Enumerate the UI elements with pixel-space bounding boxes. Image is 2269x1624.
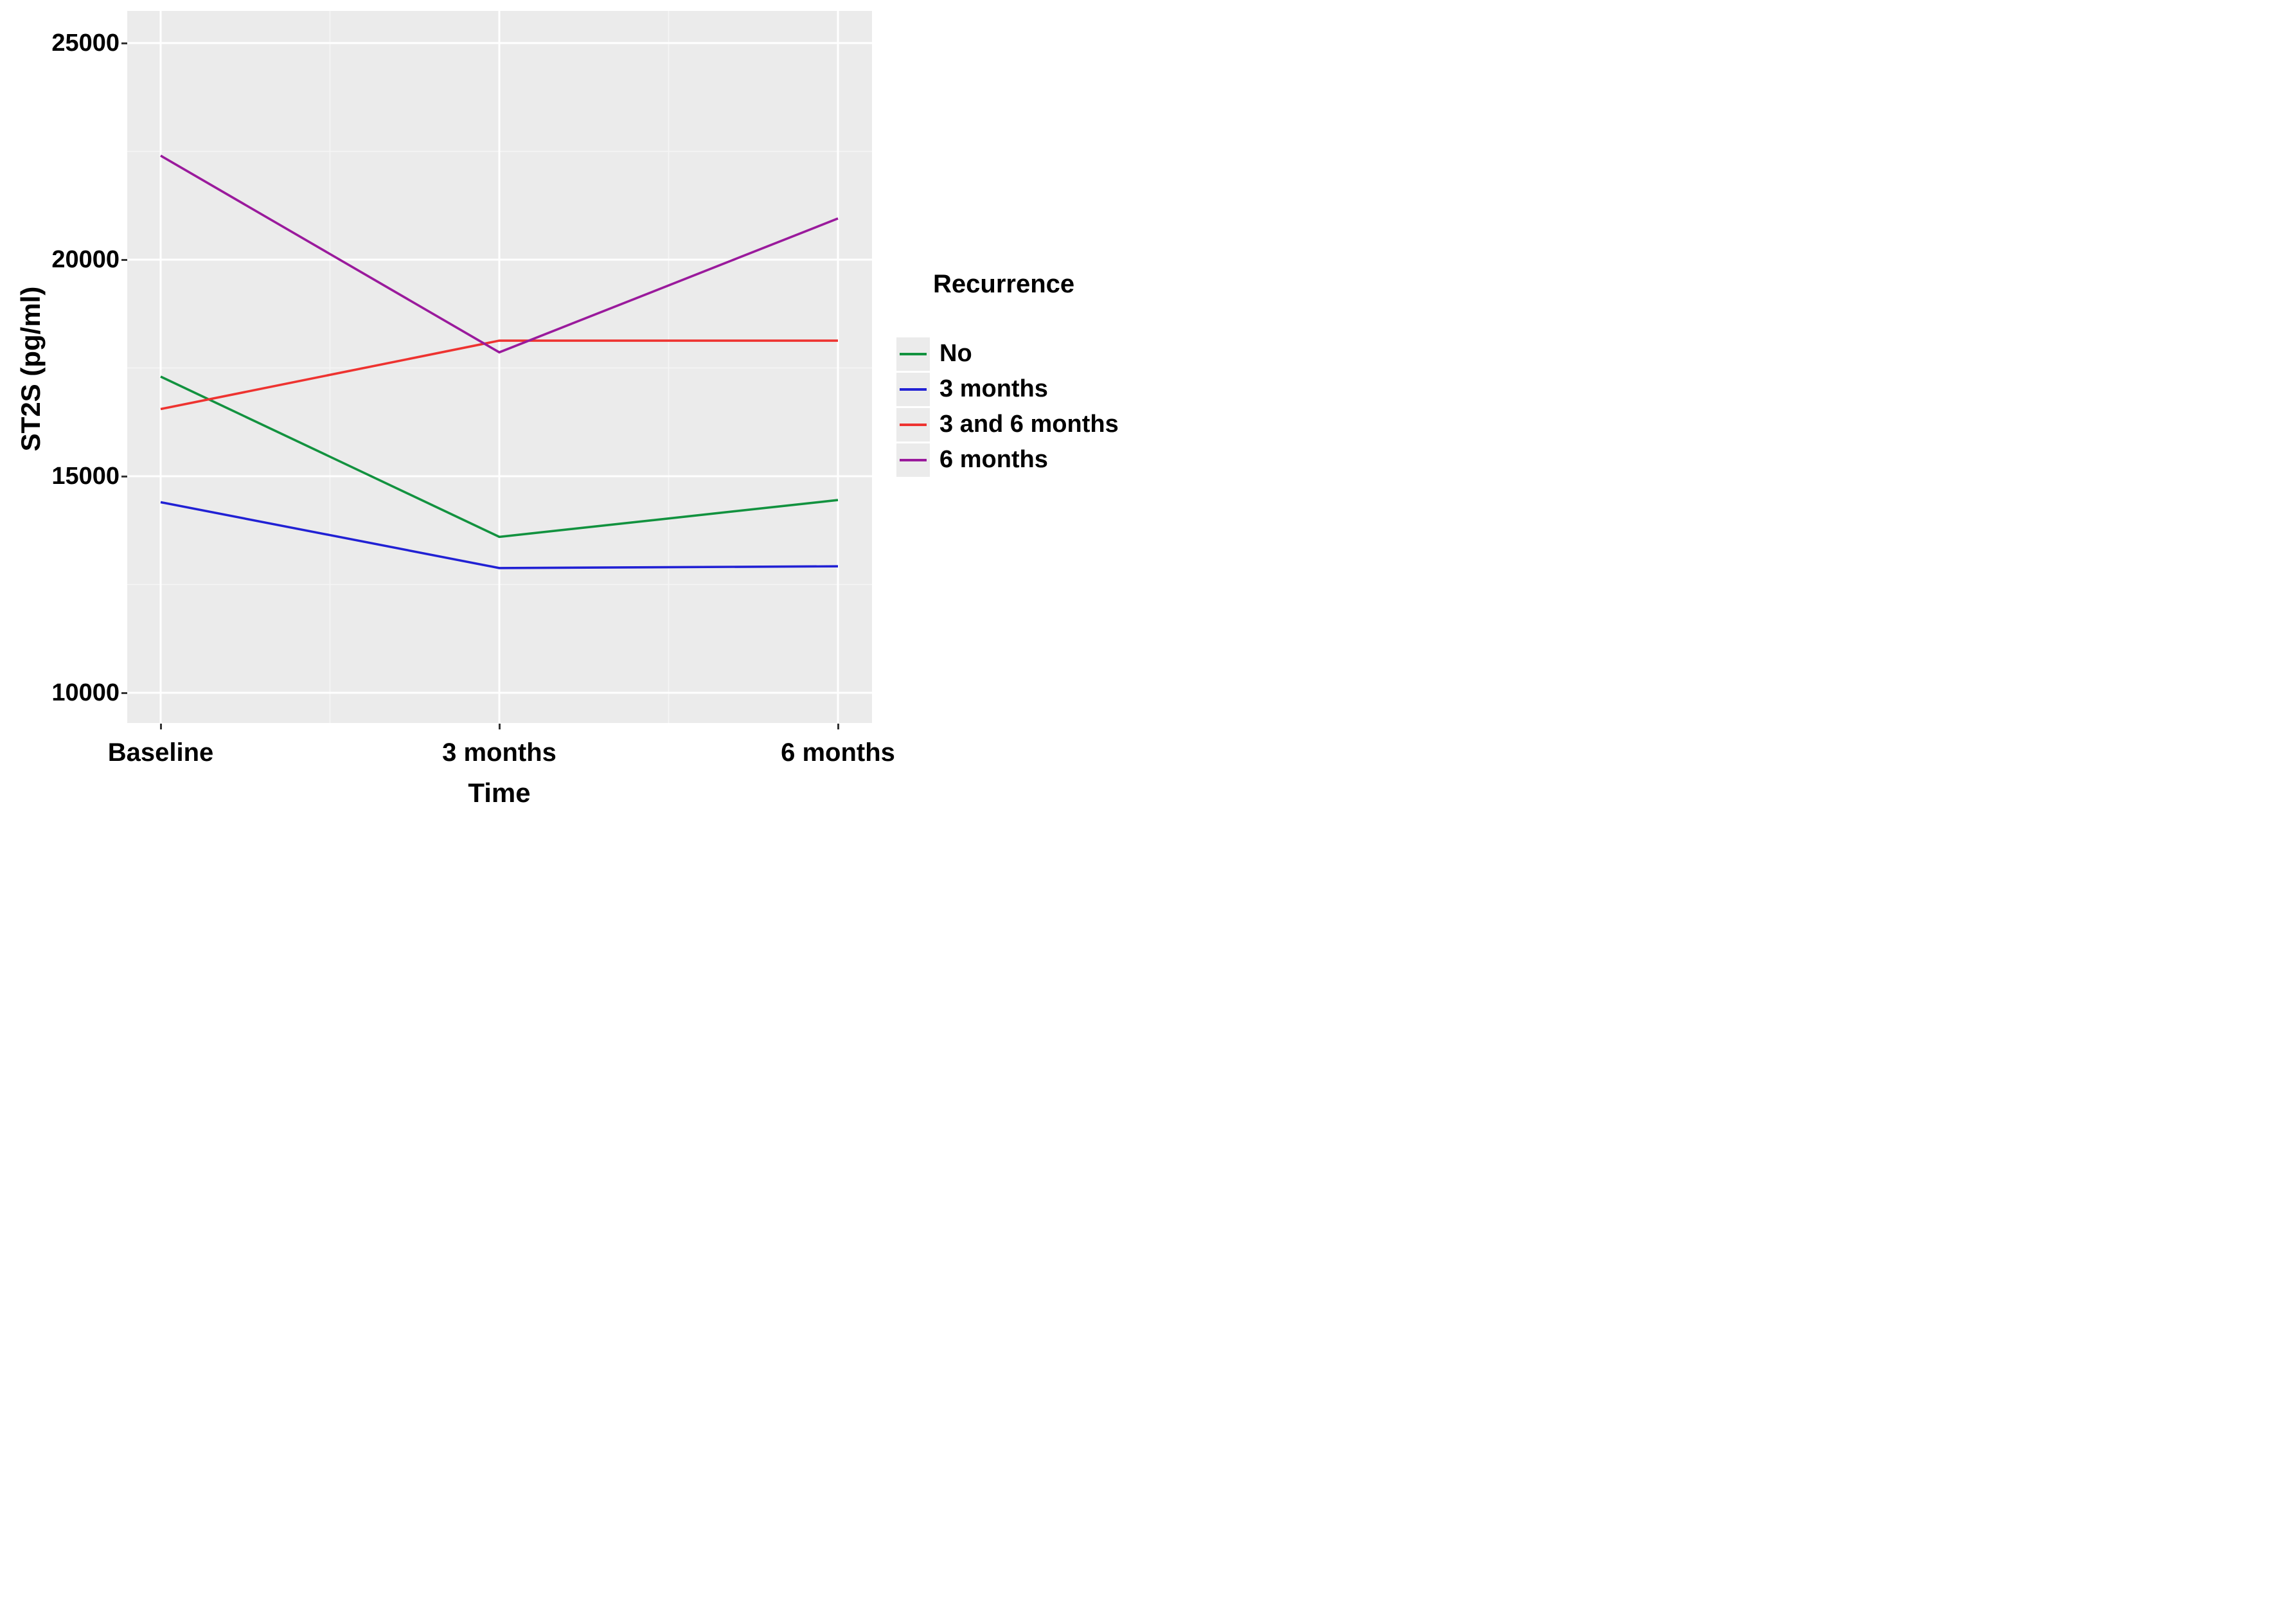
legend-title: Recurrence [933, 270, 1075, 298]
legend-row: 3 and 6 months [896, 407, 1119, 442]
legend-key-swatch [896, 337, 930, 371]
plot-panel [127, 11, 872, 723]
x-tick-mark [837, 724, 839, 729]
y-tick-mark [121, 692, 127, 694]
x-tick-mark [499, 724, 501, 729]
x-tick-label: 3 months [442, 738, 556, 767]
y-tick-label: 25000 [51, 30, 120, 57]
y-tick-mark [121, 42, 127, 44]
series-line-no [160, 375, 839, 539]
legend-key-line-icon [900, 423, 927, 426]
legend: Recurrence No 3 months 3 and 6 months 6 mon… [896, 270, 1119, 477]
legend-row: No [896, 336, 1119, 371]
legend-key-swatch [896, 407, 930, 442]
legend-key-line-icon [900, 352, 927, 355]
legend-key-line-icon [900, 458, 927, 461]
y-tick-mark [121, 259, 127, 261]
legend-row: 3 months [896, 371, 1119, 407]
series-line-6-months [160, 154, 839, 354]
series-line-3-and-6-months [160, 339, 838, 411]
figure: 25000 20000 15000 10000 Baseline 3 months 6 m… [0, 0, 1135, 812]
legend-row: 6 months [896, 442, 1119, 477]
legend-key-line-icon [900, 388, 927, 391]
legend-key-swatch [896, 443, 930, 477]
legend-key-swatch [896, 372, 930, 406]
y-tick-label: 10000 [51, 679, 120, 706]
x-axis-title: Time [468, 778, 531, 808]
y-axis-title: ST2S (pg/ml) [15, 286, 46, 452]
legend-label: No [939, 340, 972, 367]
x-tick-mark [160, 724, 162, 729]
legend-label: 3 months [939, 375, 1048, 402]
y-tick-mark [121, 476, 127, 477]
y-tick-label: 20000 [51, 246, 120, 273]
plot-area-svg [127, 11, 872, 723]
legend-rows: No 3 months 3 and 6 months 6 months [896, 336, 1119, 477]
series-line-3-months [160, 501, 839, 569]
legend-label: 6 months [939, 446, 1048, 473]
x-tick-label: Baseline [107, 738, 214, 767]
y-tick-label: 15000 [51, 463, 120, 490]
legend-label: 3 and 6 months [939, 411, 1119, 438]
x-tick-label: 6 months [781, 738, 895, 767]
